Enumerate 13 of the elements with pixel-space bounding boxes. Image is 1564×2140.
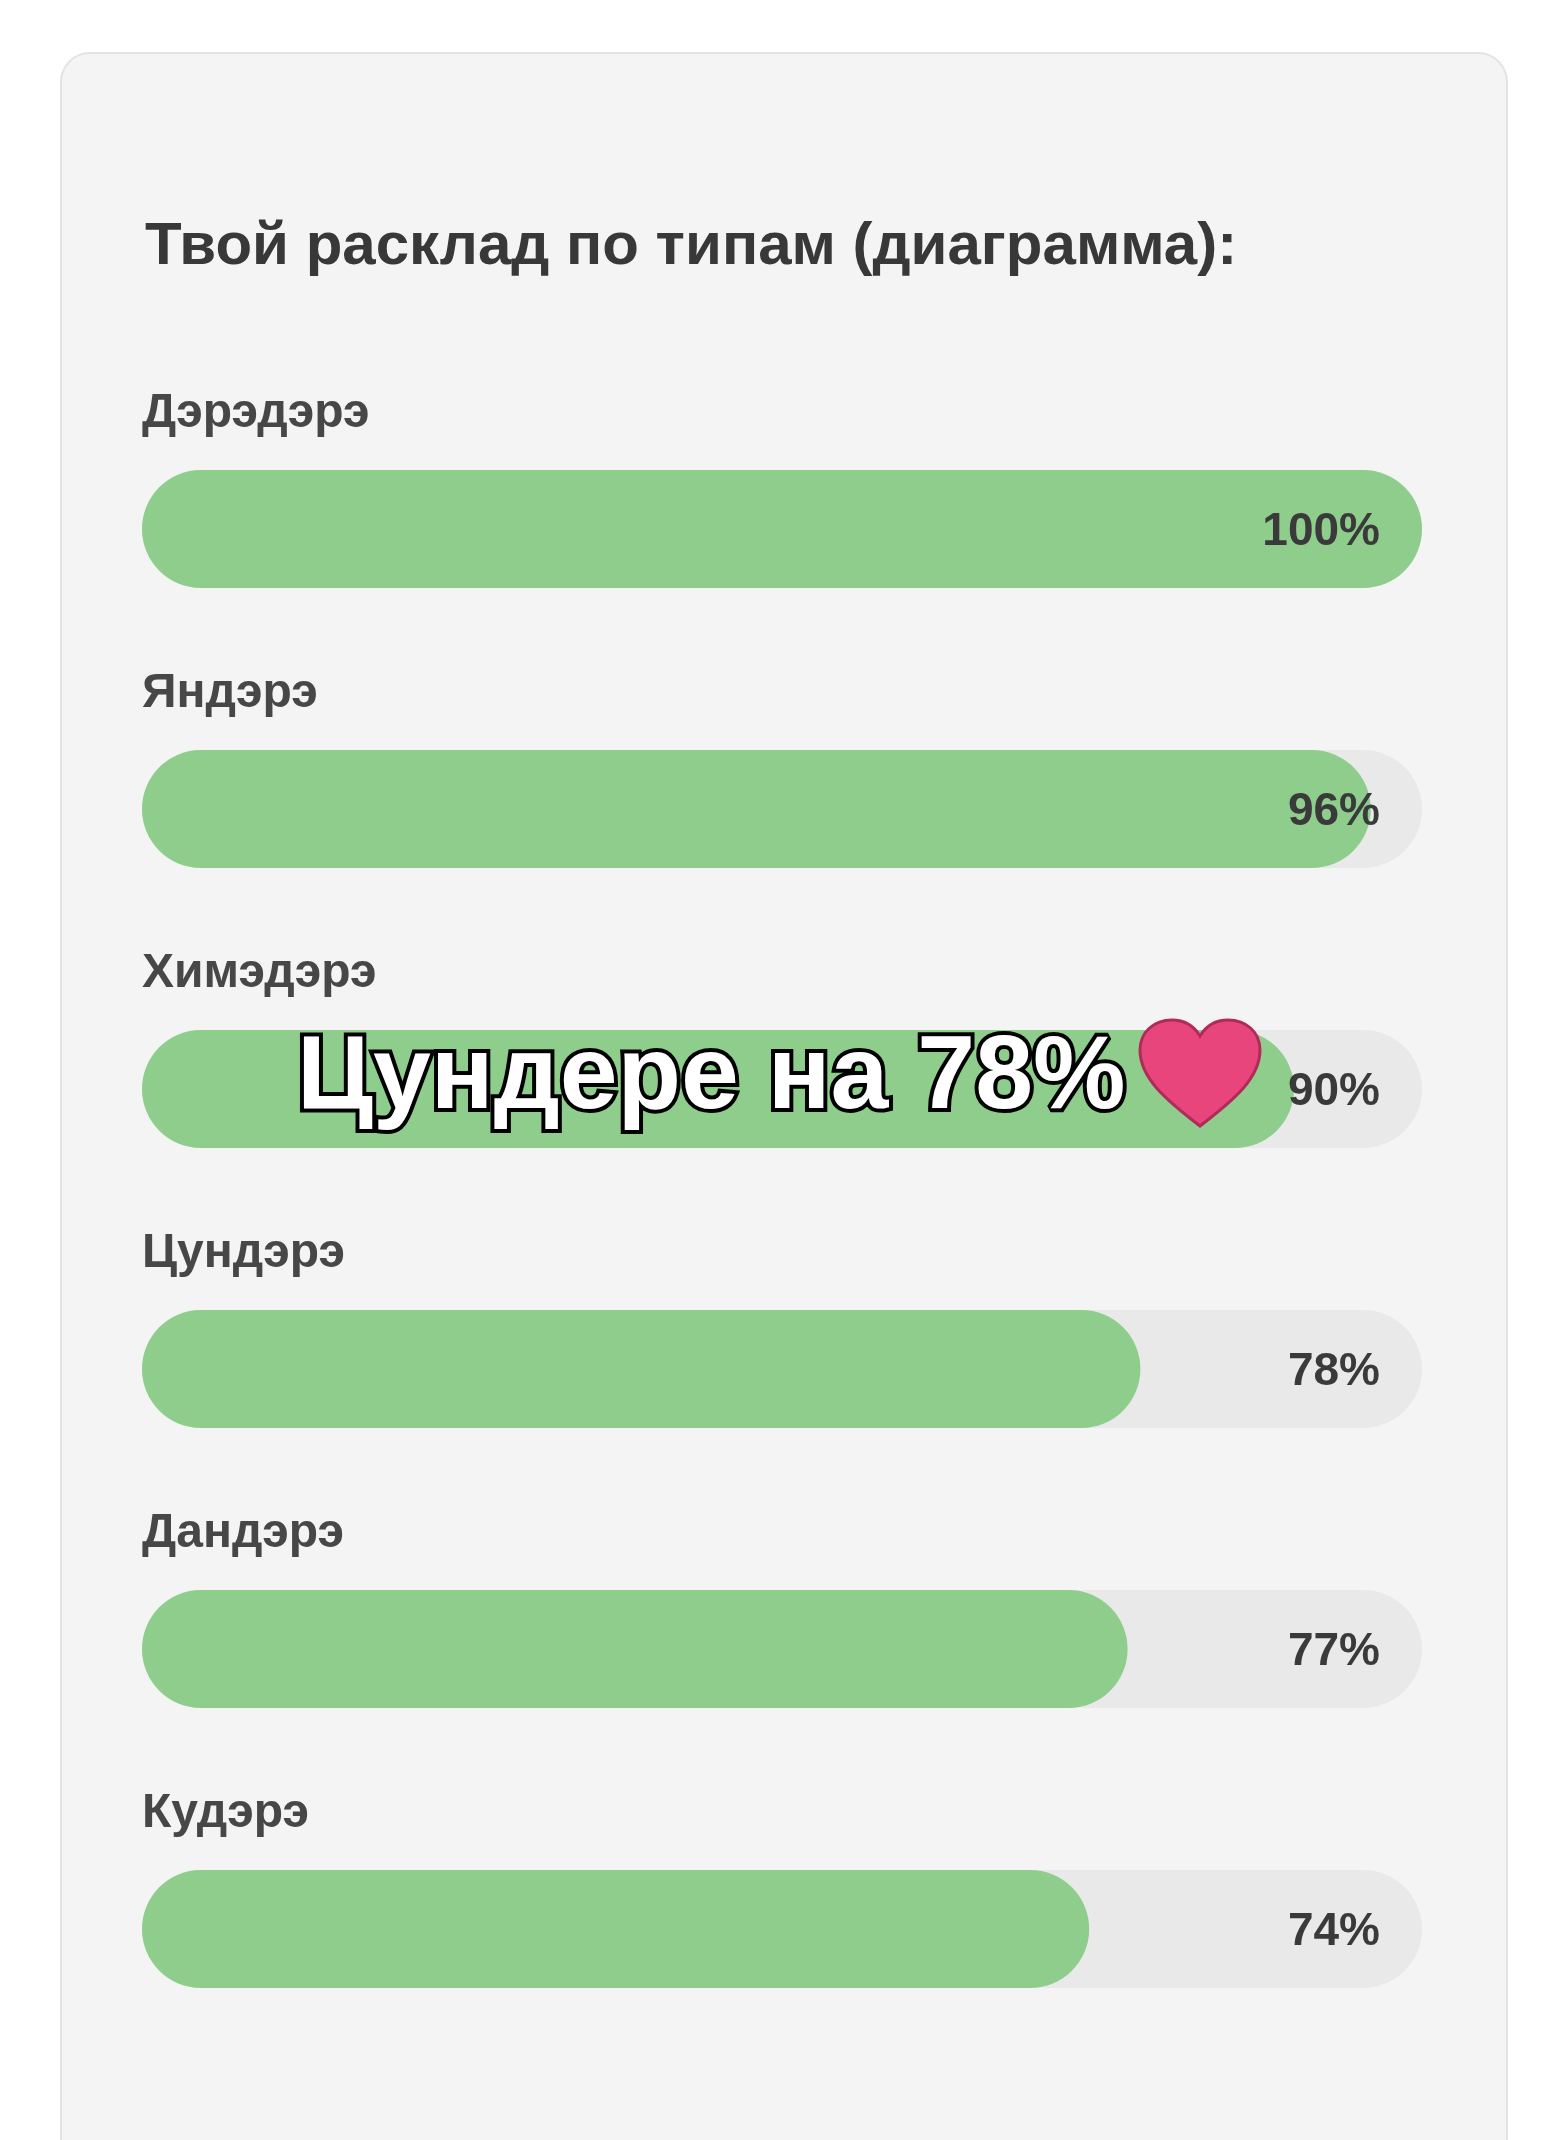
data-label: 100% xyxy=(1262,503,1380,555)
data-label: 77% xyxy=(1287,1623,1380,1675)
y-tick-label: Яндэрэ xyxy=(142,663,318,717)
y-tick-label: Цундэрэ xyxy=(142,1223,345,1277)
y-tick-label: Дандэрэ xyxy=(142,1503,345,1557)
data-label: 90% xyxy=(1287,1063,1380,1115)
annotation: Цундере на 78% xyxy=(297,1014,1126,1130)
y-tick-label: Химэдэрэ xyxy=(142,943,377,997)
chart-title: Твой расклад по типам (диаграмма): xyxy=(145,209,1238,277)
data-label: 78% xyxy=(1287,1343,1380,1395)
data-label: 74% xyxy=(1287,1903,1380,1955)
y-tick-label: Дэрэдэрэ xyxy=(142,383,370,437)
y-tick-label: Кудэрэ xyxy=(142,1783,309,1837)
